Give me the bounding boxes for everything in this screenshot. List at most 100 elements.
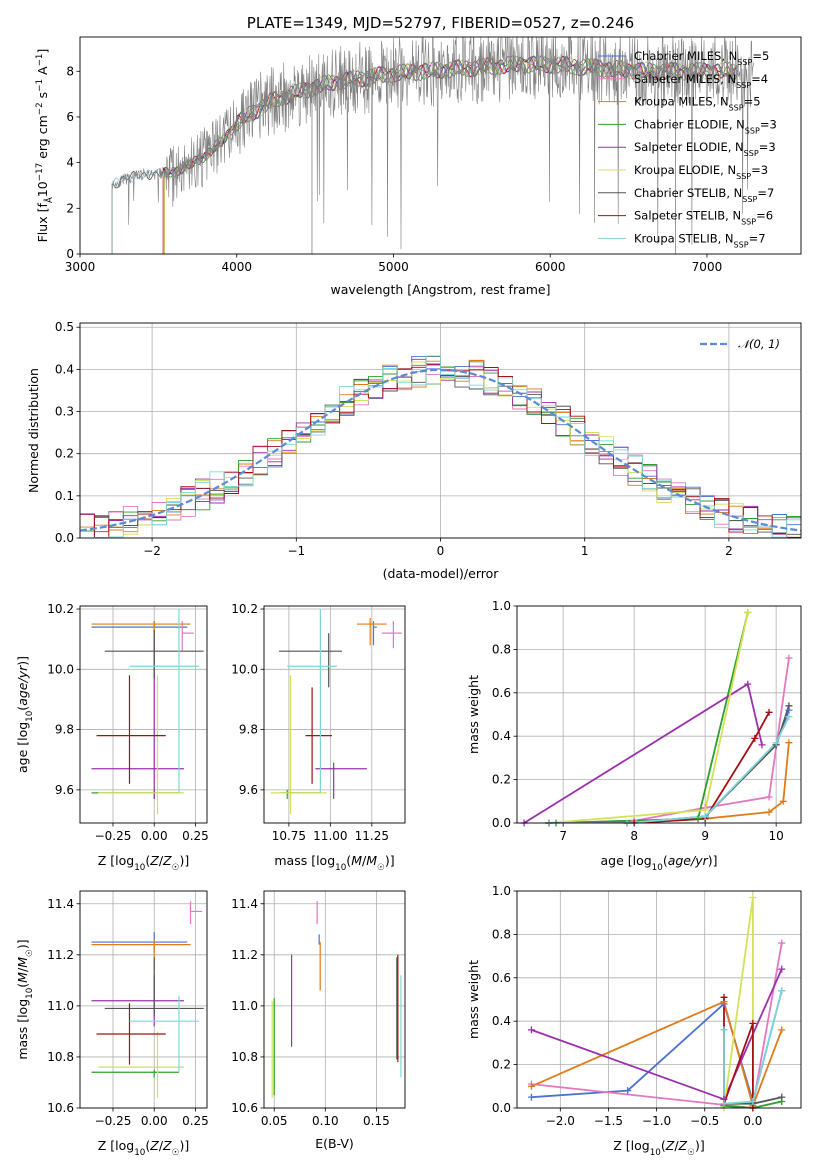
axes-residuals: −2 −1 0 1 2 0.0 0.1 0.2 0.3 0.4 0.5 (55, 320, 802, 558)
ticks-weight_vs_Z: −2.0 −1.5 −1.0 −0.5 0.0 0.0 0.2 0.4 0.6 0.8 1.0 (492, 884, 763, 1128)
point-marker-salpeter_elodie (744, 680, 752, 688)
legend-label-kroupa_stelib: Kroupa STELIB, NSSP=7 (634, 231, 766, 249)
y-tick-label: 10.6 (231, 1101, 258, 1115)
y-tick-label: 0.0 (492, 1101, 511, 1115)
errorbar-chabrier_elodie (280, 789, 321, 799)
errorbar-chabrier_stelib (278, 633, 342, 688)
series-line-kroupa_miles (531, 1000, 783, 1108)
errorbar-chabrier_miles (372, 621, 377, 646)
series-line-chabrier_elodie (723, 1100, 782, 1108)
errorbar-chabrier_elodie (91, 1069, 179, 1078)
point-marker-kroupa_stelib (720, 1100, 728, 1108)
point-marker-chabrier_stelib (785, 702, 793, 710)
y-tick-label: 10.0 (47, 662, 74, 676)
errorbar-kroupa_elodie (270, 675, 328, 814)
x-axis-label: Z [log10(Z/Z☉)] (98, 853, 190, 873)
x-tick-label: 0.10 (312, 1114, 339, 1128)
y-tick-label: 0 (66, 247, 74, 261)
y-axis-label: mass weight (466, 960, 481, 1039)
series-line-chabrier_stelib (549, 705, 790, 823)
x-axis-label: wavelength [Angstrom, rest frame] (330, 282, 550, 297)
x-tick-label: 3000 (65, 260, 96, 274)
x-tick-label: −2 (143, 544, 161, 558)
y-tick-label: 10.2 (47, 602, 74, 616)
axes-frame (263, 605, 406, 824)
y-tick-label: 0.4 (492, 1014, 511, 1028)
errorbar-salpeter_elodie (91, 648, 184, 799)
series-line-kroupa_stelib (723, 990, 783, 1105)
x-axis-label: Z [log10(Z/Z☉)] (98, 1138, 190, 1158)
point-marker-salpeter_stelib (720, 993, 728, 1001)
legend-label-kroupa_elodie: Kroupa ELODIE, NSSP=3 (634, 163, 768, 181)
data-line (111, 37, 754, 254)
ticks-weight_vs_age: 7 8 9 10 0.0 0.2 0.4 0.6 0.8 1.0 (492, 599, 784, 843)
plot-area-spectrum (111, 37, 754, 254)
y-tick-label: 0.4 (55, 362, 74, 376)
y-axis-label: age [log10(age/yr)] (15, 656, 35, 773)
legend-label-chabrier_elodie: Chabrier ELODIE, NSSP=3 (634, 117, 777, 135)
legend-label-salpeter_miles: Salpeter MILES, NSSP=4 (634, 72, 768, 90)
series-line-kroupa_elodie (548, 612, 749, 823)
x-tick-label: 2 (725, 544, 733, 558)
errorbar-chabrier_miles (91, 931, 188, 953)
x-tick-label: 7 (559, 829, 567, 843)
ticks-residuals: −2 −1 0 1 2 0.0 0.1 0.2 0.3 0.4 0.5 (55, 320, 733, 558)
axes-frame (79, 322, 802, 539)
y-tick-label: 10.6 (47, 1101, 74, 1115)
x-tick-label: 0.25 (182, 829, 209, 843)
y-tick-label: 11.2 (231, 948, 258, 962)
y-tick-label: 2 (66, 201, 74, 215)
x-axis-label: (data-model)/error (383, 566, 500, 581)
ticks-age_vs_Z: −0.25 0.00 0.25 9.6 9.8 10.0 10.2 (47, 602, 209, 843)
x-tick-label: 11.25 (355, 829, 389, 843)
x-tick-label: 8 (630, 829, 638, 843)
y-tick-label: 9.6 (239, 783, 258, 797)
x-tick-label: 10 (769, 829, 784, 843)
axes-age_vs_Z: −0.25 0.00 0.25 9.6 9.8 10.0 10.2 (47, 602, 209, 843)
point-marker-chabrier_miles (624, 1087, 632, 1095)
x-tick-label: 11.00 (313, 829, 347, 843)
errorbar-salpeter_miles (189, 901, 203, 925)
y-tick-label: 0.4 (492, 729, 511, 743)
y-tick-label: 0.3 (55, 405, 74, 419)
y-tick-label: 11.4 (231, 897, 258, 911)
x-tick-label: −0.25 (95, 1114, 132, 1128)
y-axis-label: Flux [fÅ10−17 erg cm−2 s−1 A−1] (35, 49, 55, 243)
series-line-chabrier_elodie (556, 612, 749, 823)
y-tick-label: 0.2 (492, 773, 511, 787)
x-tick-label: 0 (437, 544, 445, 558)
y-tick-label: 8 (66, 64, 74, 78)
axes-age_vs_mass: 10.75 11.00 11.25 9.6 9.8 10.0 10.2 (231, 602, 406, 843)
y-tick-label: 10.2 (231, 602, 258, 616)
errorbar-kroupa_elodie (98, 675, 184, 814)
axes-spectrum: 3000 4000 5000 6000 7000 0 2 4 6 8 (65, 36, 802, 274)
y-axis-label: mass [log10(M/M☉)] (15, 939, 35, 1059)
y-tick-label: 0.2 (492, 1058, 511, 1072)
legend-spectrum: Chabrier MILES, NSSP=5 Salpeter MILES, NS… (598, 49, 777, 249)
x-axis-label: E(B-V) (315, 1136, 354, 1151)
errorbar-salpeter_stelib (96, 675, 166, 784)
y-axis-label: mass weight (466, 675, 481, 754)
y-tick-label: 10.8 (47, 1050, 74, 1064)
point-marker-chabrier_stelib (778, 1093, 786, 1101)
point-marker-salpeter_stelib (765, 708, 773, 716)
legend-label-salpeter_elodie: Salpeter ELODIE, NSSP=3 (634, 140, 776, 158)
point-marker-kroupa_stelib (785, 713, 793, 721)
plot-area-mass_vs_Z (91, 901, 204, 1098)
y-tick-label: 0.6 (492, 971, 511, 985)
y-tick-label: 0.1 (55, 489, 74, 503)
y-tick-label: 11.0 (47, 999, 74, 1013)
errorbar-chabrier_stelib (104, 957, 204, 1017)
x-tick-label: 7000 (692, 260, 723, 274)
y-tick-label: 0.8 (492, 642, 511, 656)
point-marker-kroupa_stelib (772, 739, 780, 747)
x-tick-label: −1 (287, 544, 305, 558)
point-marker-kroupa_elodie (744, 609, 752, 617)
axes-frame (79, 605, 208, 824)
y-tick-label: 9.8 (55, 723, 74, 737)
x-tick-label: 1 (581, 544, 589, 558)
x-axis-label: age [log10(age/yr)] (600, 853, 717, 873)
ticks-age_vs_mass: 10.75 11.00 11.25 9.6 9.8 10.0 10.2 (231, 602, 389, 843)
series-line-salpeter_stelib (549, 711, 770, 823)
